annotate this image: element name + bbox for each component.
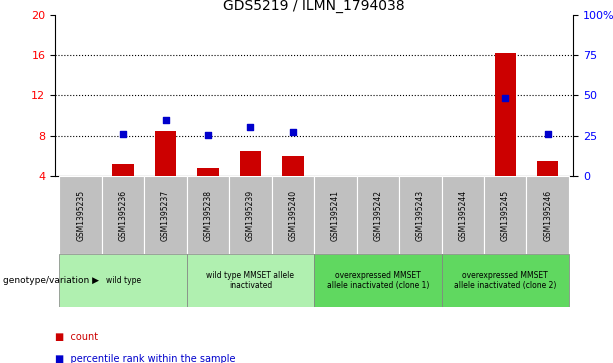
Bar xyxy=(314,176,357,254)
Bar xyxy=(59,176,102,254)
Point xyxy=(246,124,256,130)
Bar xyxy=(113,164,134,176)
Point xyxy=(500,95,510,101)
Bar xyxy=(495,53,516,176)
Text: ■  percentile rank within the sample: ■ percentile rank within the sample xyxy=(55,354,235,363)
Text: overexpressed MMSET
allele inactivated (clone 1): overexpressed MMSET allele inactivated (… xyxy=(327,271,429,290)
Text: GSM1395240: GSM1395240 xyxy=(289,189,297,241)
Text: GSM1395238: GSM1395238 xyxy=(204,189,213,241)
Point xyxy=(543,131,552,136)
Bar xyxy=(441,176,484,254)
Bar xyxy=(283,156,303,176)
Bar xyxy=(441,254,569,307)
Bar xyxy=(187,176,229,254)
Point xyxy=(203,132,213,138)
Bar xyxy=(229,176,272,254)
Bar xyxy=(240,151,261,176)
Bar xyxy=(314,254,441,307)
Bar xyxy=(144,176,187,254)
Point xyxy=(288,129,298,135)
Text: wild type: wild type xyxy=(105,276,140,285)
Bar xyxy=(537,161,558,176)
Bar xyxy=(155,131,176,176)
Point xyxy=(118,131,128,136)
Point xyxy=(161,117,170,122)
Text: wild type MMSET allele
inactivated: wild type MMSET allele inactivated xyxy=(207,271,294,290)
Bar xyxy=(527,176,569,254)
Bar xyxy=(187,254,314,307)
Text: overexpressed MMSET
allele inactivated (clone 2): overexpressed MMSET allele inactivated (… xyxy=(454,271,557,290)
Text: GSM1395243: GSM1395243 xyxy=(416,189,425,241)
Text: GSM1395241: GSM1395241 xyxy=(331,189,340,241)
Bar xyxy=(197,168,219,176)
Text: ■  count: ■ count xyxy=(55,332,98,342)
Bar xyxy=(399,176,441,254)
Bar xyxy=(272,176,314,254)
Bar xyxy=(484,176,527,254)
Bar xyxy=(59,254,187,307)
Text: GSM1395245: GSM1395245 xyxy=(501,189,510,241)
Text: GSM1395242: GSM1395242 xyxy=(373,189,383,241)
Text: GSM1395236: GSM1395236 xyxy=(118,189,128,241)
Text: GSM1395246: GSM1395246 xyxy=(543,189,552,241)
Bar xyxy=(357,176,399,254)
Text: genotype/variation ▶: genotype/variation ▶ xyxy=(3,276,99,285)
Title: GDS5219 / ILMN_1794038: GDS5219 / ILMN_1794038 xyxy=(223,0,405,13)
Text: GSM1395235: GSM1395235 xyxy=(76,189,85,241)
Text: GSM1395244: GSM1395244 xyxy=(459,189,467,241)
Bar xyxy=(102,176,144,254)
Text: GSM1395239: GSM1395239 xyxy=(246,189,255,241)
Text: GSM1395237: GSM1395237 xyxy=(161,189,170,241)
